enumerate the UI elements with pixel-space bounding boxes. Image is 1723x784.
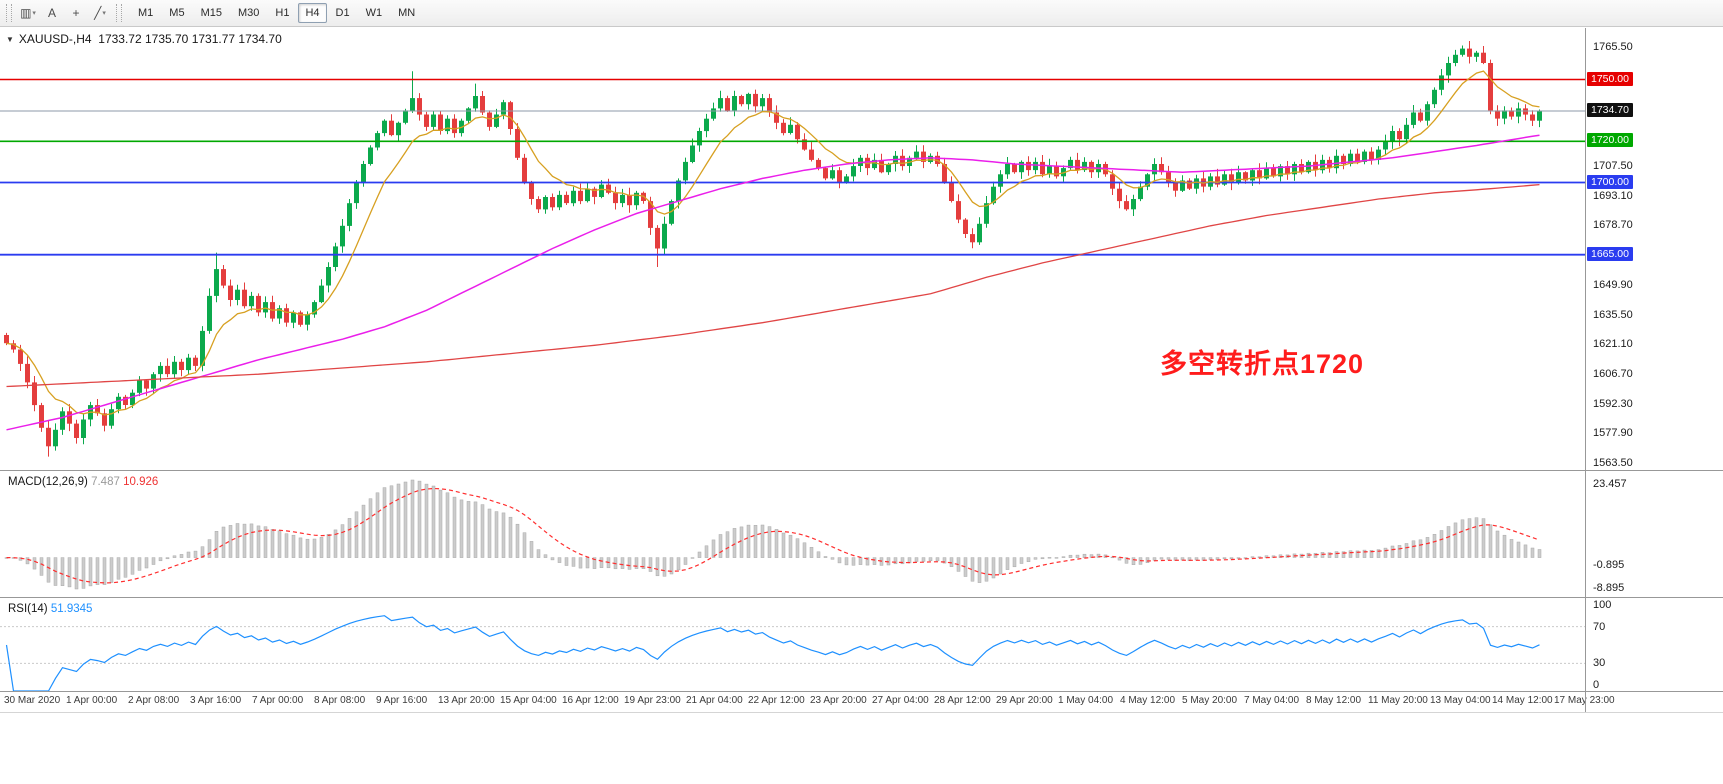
time-axis-label: 19 Apr 23:00 [624, 695, 681, 706]
timeframe-toolbar: M1 M5 M15 M30 H1 H4 D1 W1 MN [130, 3, 423, 23]
timeframes-toolbar-grip[interactable] [116, 4, 122, 22]
timeframe-button-m5[interactable]: M5 [169, 7, 185, 19]
price-tick-label: 1563.50 [1593, 456, 1633, 469]
time-axis-label: 1 May 04:00 [1058, 695, 1114, 706]
symbol-ohlc-text: XAUUSD-,H4 1733.72 1735.70 1731.77 1734.… [18, 32, 282, 46]
text-tool-icon[interactable]: A [47, 6, 56, 20]
time-axis-label: 14 May 12:00 [1492, 695, 1553, 706]
panel-separator[interactable] [0, 470, 1723, 471]
toolbar-icons: ▥ ▾ A + ╱ ▾ [16, 2, 112, 24]
time-axis-label: 23 Apr 20:00 [810, 695, 867, 706]
rsi-line [5, 615, 1540, 691]
timeframe-button-h4[interactable]: H4 [298, 3, 327, 23]
rsi-axis-label: 100 [1593, 599, 1612, 611]
price-tick-label: 1577.90 [1593, 427, 1633, 440]
price-axis[interactable]: 1765.50 1707.50 1693.10 1678.70 1649.90 1635.… [1586, 28, 1722, 470]
time-axis-label: 15 Apr 04:00 [500, 695, 557, 706]
macd-label: MACD(12,26,9) 7.487 10.926 [8, 476, 159, 488]
caret-down-icon: ▾ [102, 10, 106, 17]
price-line-label-1734.70: 1734.70 [1587, 103, 1633, 117]
chart-type-icon[interactable]: ▥ ▾ [20, 6, 36, 20]
macd-axis-label: -8.895 [1593, 582, 1625, 594]
rsi-axis-label: 30 [1593, 657, 1606, 670]
timeframe-button-m15[interactable]: M15 [200, 7, 222, 19]
ma-slow-line [6, 183, 1540, 388]
time-axis-label: 29 Apr 20:00 [996, 695, 1053, 706]
rsi-label: RSI(14) 51.9345 [8, 603, 93, 615]
price-line-label-1720.00: 1720.00 [1587, 133, 1633, 148]
price-tick-label: 1649.90 [1593, 278, 1633, 291]
rsi-panel[interactable] [0, 599, 1585, 691]
price-line-label-1750.00: 1750.00 [1587, 71, 1633, 86]
rsi-axis-label: 70 [1593, 620, 1606, 633]
macd-axis-label: -0.895 [1593, 559, 1625, 571]
ma-mid-line [6, 134, 1540, 431]
panel-separator[interactable] [0, 597, 1723, 598]
price-tick-label: 1707.50 [1593, 160, 1633, 173]
price-tick-label: 1635.50 [1593, 308, 1633, 321]
price-line-label-1665.00: 1665.00 [1587, 246, 1633, 261]
rsi-axis[interactable]: 100 70 30 0 [1586, 599, 1722, 691]
axis-border [1585, 28, 1586, 712]
time-axis-label: 8 Apr 08:00 [314, 695, 366, 706]
toolbar-grip[interactable] [6, 4, 12, 22]
timeframe-button-d1[interactable]: D1 [335, 7, 350, 19]
caret-down-icon: ▾ [32, 10, 36, 17]
annotation-text: 多空转折点1720 [1160, 349, 1365, 379]
rsi-axis-label: 0 [1593, 679, 1600, 691]
price-line-label-1700.00: 1700.00 [1587, 174, 1633, 189]
time-axis-label: 2 Apr 08:00 [128, 695, 180, 706]
macd-signal-line [6, 487, 1540, 584]
macd-axis-label: 23.457 [1593, 478, 1627, 490]
time-axis-label: 28 Apr 12:00 [934, 695, 991, 706]
time-axis-label: 5 May 20:00 [1182, 695, 1238, 706]
timeframe-button-m1[interactable]: M1 [138, 7, 154, 19]
time-axis-label: 1 Apr 00:00 [66, 695, 118, 706]
time-axis-label: 8 May 12:00 [1306, 695, 1362, 706]
timeframe-button-mn[interactable]: MN [398, 7, 416, 19]
toolbar: ▥ ▾ A + ╱ ▾ M1 M5 M15 M30 H1 H4 D1 W1 MN [0, 0, 1723, 27]
time-axis-label: 11 May 20:00 [1368, 695, 1428, 706]
panel-separator[interactable] [0, 691, 1723, 692]
chart-bottom-border [0, 712, 1723, 713]
time-axis-label: 30 Mar 2020 [4, 695, 61, 706]
expand-arrow-icon[interactable]: ▼ [6, 34, 14, 44]
price-tick-label: 1606.70 [1593, 367, 1633, 380]
candles [4, 41, 1542, 457]
time-axis-label: 27 Apr 04:00 [872, 695, 929, 706]
price-chart[interactable] [0, 28, 1585, 470]
time-axis-label: 3 Apr 16:00 [190, 695, 242, 706]
price-tick-label: 1621.10 [1593, 338, 1633, 351]
draw-tools-icon[interactable]: ╱ ▾ [94, 6, 106, 20]
time-axis-label: 17 May 23:00 [1554, 695, 1615, 706]
symbol-ohlc-label: ▼ XAUUSD-,H4 1733.72 1735.70 1731.77 173… [6, 32, 282, 46]
time-axis-label: 7 May 04:00 [1244, 695, 1300, 706]
time-axis-label: 4 May 12:00 [1120, 695, 1176, 706]
time-axis-label: 13 Apr 20:00 [438, 695, 495, 706]
price-tick-label: 1592.30 [1593, 397, 1633, 410]
crosshair-icon[interactable]: + [72, 6, 80, 20]
macd-panel[interactable] [0, 472, 1585, 597]
time-axis-label: 21 Apr 04:00 [686, 695, 743, 706]
time-axis[interactable]: 30 Mar 2020 1 Apr 00:00 2 Apr 08:00 3 Apr 1… [0, 692, 1723, 712]
timeframe-button-w1[interactable]: W1 [365, 7, 383, 19]
macd-histogram [4, 479, 1542, 590]
time-axis-label: 13 May 04:00 [1430, 695, 1491, 706]
price-tick-label: 1765.50 [1593, 40, 1633, 53]
time-axis-label: 16 Apr 12:00 [562, 695, 619, 706]
ma-fast-line [6, 70, 1540, 416]
time-axis-label: 7 Apr 00:00 [252, 695, 304, 706]
price-tick-label: 1693.10 [1593, 189, 1633, 202]
timeframe-button-m30[interactable]: M30 [237, 7, 260, 19]
timeframe-button-h1[interactable]: H1 [275, 7, 290, 19]
macd-axis[interactable]: 23.457 -0.895 -8.895 [1586, 472, 1722, 597]
time-axis-label: 9 Apr 16:00 [376, 695, 428, 706]
price-tick-label: 1678.70 [1593, 219, 1633, 232]
time-axis-label: 22 Apr 12:00 [748, 695, 805, 706]
